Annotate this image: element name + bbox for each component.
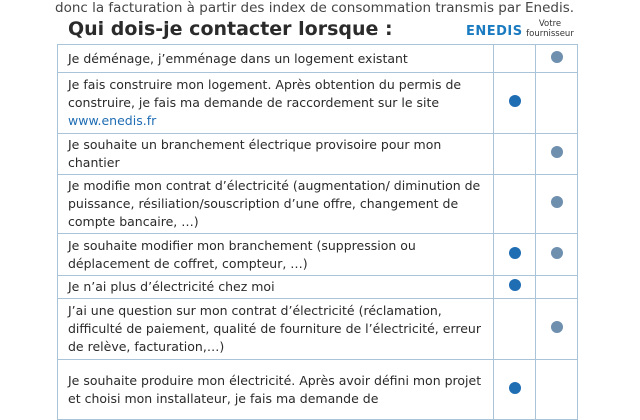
situation-text: Je souhaite un branchement électrique pr… [68,137,442,170]
table-row: Je souhaite modifier mon branchement (su… [57,233,578,276]
supplier-cell [535,174,578,234]
supplier-cell [535,72,578,134]
enedis-dot-icon [508,279,521,291]
enedis-cell [493,44,536,73]
supplier-dot-icon [550,246,563,259]
contact-table: Je déménage, j’emménage dans un logement… [57,44,578,420]
enedis-cell [493,72,536,134]
table-row: Je n’ai plus d’électricité chez moi [57,275,578,299]
enedis-cell [493,133,536,175]
supplier-cell [535,133,578,175]
supplier-cell [535,359,578,420]
situation-cell: Je modifie mon contrat d’électricité (au… [57,174,494,234]
supplier-cell [535,275,578,299]
situation-cell: Je n’ai plus d’électricité chez moi [57,275,494,299]
supplier-dot-icon [550,321,563,333]
enedis-cell [493,233,536,276]
supplier-dot-icon [550,196,563,208]
enedis-logo: enedis [466,24,523,39]
supplier-cell [535,44,578,73]
table-row: Je souhaite un branchement électrique pr… [57,133,578,175]
situation-text: Je déménage, j’emménage dans un logement… [68,50,408,66]
table-row: Je déménage, j’emménage dans un logement… [57,44,578,73]
intro-text: donc la facturation à partir des index d… [55,0,575,16]
situation-cell: J’ai une question sur mon contrat d’élec… [57,298,494,360]
table-row: Je modifie mon contrat d’électricité (au… [57,174,578,234]
supplier-column-header: Votre fournisseur [526,19,574,39]
situation-cell: Je fais construire mon logement. Après o… [57,72,494,134]
situation-text: Je modifie mon contrat d’électricité (au… [68,178,481,229]
enedis-dot-icon [508,95,521,107]
page-title: Qui dois-je contacter lorsque : [68,18,393,40]
table-row: J’ai une question sur mon contrat d’élec… [57,298,578,360]
situation-text: Je souhaite modifier mon branchement (su… [68,237,416,271]
enedis-link[interactable]: www.enedis.fr [68,113,157,128]
situation-cell: Je souhaite un branchement électrique pr… [57,133,494,175]
situation-cell: Je souhaite modifier mon branchement (su… [57,233,494,276]
situation-cell: Je souhaite produire mon électricité. Ap… [57,359,494,420]
enedis-dot-icon [508,246,521,259]
table-row: Je fais construire mon logement. Après o… [57,72,578,134]
enedis-cell [493,174,536,234]
enedis-dot-icon [508,381,521,394]
situation-cell: Je déménage, j’emménage dans un logement… [57,44,494,73]
enedis-cell [493,275,536,299]
situation-text: Je souhaite produire mon électricité. Ap… [68,372,482,406]
supplier-cell [535,298,578,360]
situation-text: J’ai une question sur mon contrat d’élec… [68,303,481,354]
supplier-dot-icon [550,50,563,63]
table-row: Je souhaite produire mon électricité. Ap… [57,359,578,420]
supplier-dot-icon [550,146,563,158]
enedis-cell [493,359,536,420]
supplier-cell [535,233,578,276]
situation-text: Je fais construire mon logement. Après o… [68,77,462,110]
situation-text: Je n’ai plus d’électricité chez moi [68,279,275,294]
enedis-cell [493,298,536,360]
